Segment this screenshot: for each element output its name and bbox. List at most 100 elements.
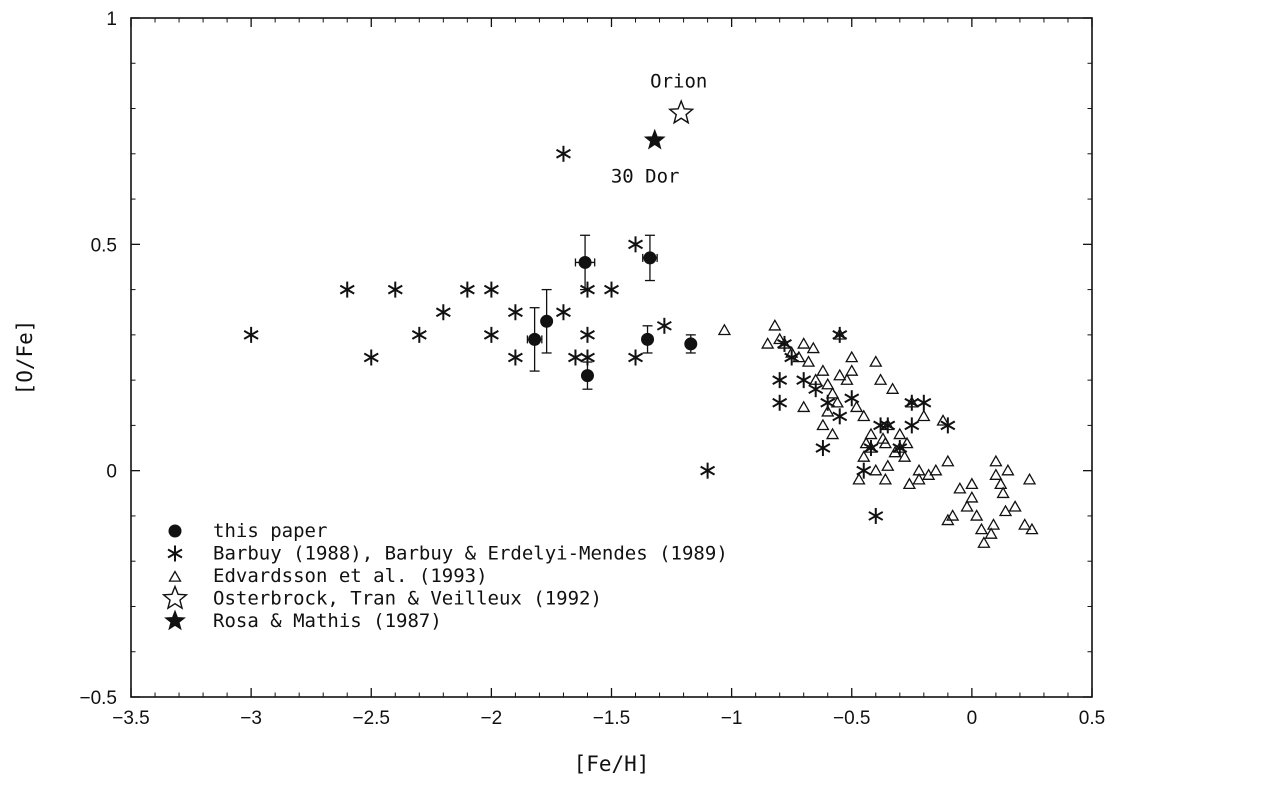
y-tick-label: 1 [106, 9, 117, 30]
legend-symbol-barbuy [167, 545, 183, 562]
axis-ticks [130, 17, 1093, 698]
barbuy-point [892, 440, 908, 457]
edvardsson-point [994, 477, 1008, 490]
x-tick-label: −1 [721, 708, 743, 729]
edvardsson-point [917, 409, 931, 422]
barbuy-point [555, 304, 571, 321]
edvardsson-point [816, 418, 830, 431]
edvardsson-point [825, 386, 840, 399]
this-paper-point [641, 332, 655, 346]
barbuy-point [568, 349, 583, 366]
barbuy-point [700, 462, 716, 479]
x-axis-title: [Fe/H] [574, 752, 650, 776]
thirty-dor-star-point [643, 128, 666, 150]
edvardsson-point [912, 463, 926, 476]
barbuy-point [507, 304, 523, 321]
edvardsson-point [885, 382, 900, 394]
edvardsson-point [970, 509, 984, 521]
edvardsson-point [902, 477, 917, 490]
edvardsson-point [986, 518, 1001, 530]
barbuy-point [815, 440, 831, 457]
barbuy-point [555, 145, 571, 162]
barbuy-point [459, 281, 475, 298]
y-tick-label: 0.5 [91, 235, 117, 256]
barbuy-point [880, 417, 896, 434]
edvardsson-point [869, 463, 883, 476]
edvardsson-point [857, 409, 871, 422]
y-tick-label: −0.5 [79, 688, 117, 709]
edvardsson-point [876, 432, 890, 444]
edvardsson-point [806, 341, 820, 354]
barbuy-point [507, 349, 523, 366]
annotation-30-dor: 30 Dor [611, 165, 680, 187]
barbuy-point [483, 281, 499, 298]
legend: this paper Barbuy (1988), Barbuy & Erdel… [161, 520, 728, 632]
barbuy-point [243, 326, 259, 343]
edvardsson-point [852, 472, 866, 485]
edvardsson-point [977, 536, 991, 548]
legend-symbol-rosa-mathis [164, 609, 186, 631]
barbuy-point [628, 236, 643, 253]
edvardsson-point [1018, 518, 1032, 530]
barbuy-point [580, 326, 595, 343]
edvardsson-point [845, 350, 859, 363]
edvardsson-point [960, 500, 974, 512]
barbuy-point [832, 408, 848, 425]
barbuy-point [656, 317, 672, 334]
edvardsson-point [900, 436, 914, 449]
barbuy-point [808, 381, 824, 398]
edvardsson-point [717, 323, 732, 336]
edvardsson-point [946, 509, 960, 521]
edvardsson-point [869, 355, 883, 367]
this-paper-point [643, 251, 657, 265]
this-paper-point [540, 314, 554, 328]
this-paper-point [684, 337, 698, 351]
edvardsson-point [833, 368, 847, 381]
barbuy-point [868, 507, 884, 524]
edvardsson-point [881, 459, 895, 471]
legend-marker-filled-circle [168, 524, 182, 538]
edvardsson-point [849, 400, 864, 413]
edvardsson-point [897, 450, 912, 462]
edvardsson-point [857, 450, 871, 462]
barbuy-point [387, 281, 403, 298]
barbuy-point [772, 372, 788, 389]
edvardsson-point [888, 445, 902, 458]
edvardsson-point [984, 527, 998, 539]
barbuy-point [772, 394, 788, 411]
x-tick-label: −2.5 [352, 708, 390, 729]
legend-symbol-this-paper [168, 524, 182, 538]
x-tick-label: −2 [481, 708, 503, 729]
edvardsson-point [922, 468, 936, 480]
legend-symbol-edvardsson [168, 570, 182, 582]
edvardsson-point [941, 513, 955, 526]
legend-label-osterbrock: Osterbrock, Tran & Veilleux (1992) [213, 588, 602, 610]
barbuy-point [777, 335, 792, 352]
edvardsson-point [816, 364, 830, 376]
edvardsson-point [1022, 472, 1037, 485]
barbuy-point [435, 304, 451, 321]
x-tick-label: 0.5 [1079, 708, 1105, 729]
edvardsson-point [792, 350, 806, 363]
edvardsson-point [936, 414, 950, 426]
barbuy-point [796, 372, 812, 389]
barbuy-point [873, 417, 889, 434]
x-tick-label: −3.5 [112, 708, 150, 729]
edvardsson-point [974, 522, 989, 535]
y-tick-label: 0 [106, 462, 117, 483]
annotation-orion: Orion [650, 70, 707, 92]
legend-marker-triangle [168, 570, 182, 582]
legend-label-rosa-mathis: Rosa & Mathis (1987) [213, 610, 442, 632]
edvardsson-point [773, 332, 787, 345]
this-paper-point [578, 255, 592, 269]
edvardsson-point [797, 337, 811, 349]
edvardsson-point [998, 504, 1013, 517]
x-tick-label: −0.5 [833, 708, 871, 729]
edvardsson-point [929, 463, 943, 476]
barbuy-point [904, 394, 920, 411]
y-axis-title: [O/Fe] [13, 320, 37, 396]
barbuy-point [784, 349, 800, 366]
barbuy-point [411, 326, 427, 343]
edvardsson-point [1025, 522, 1039, 535]
